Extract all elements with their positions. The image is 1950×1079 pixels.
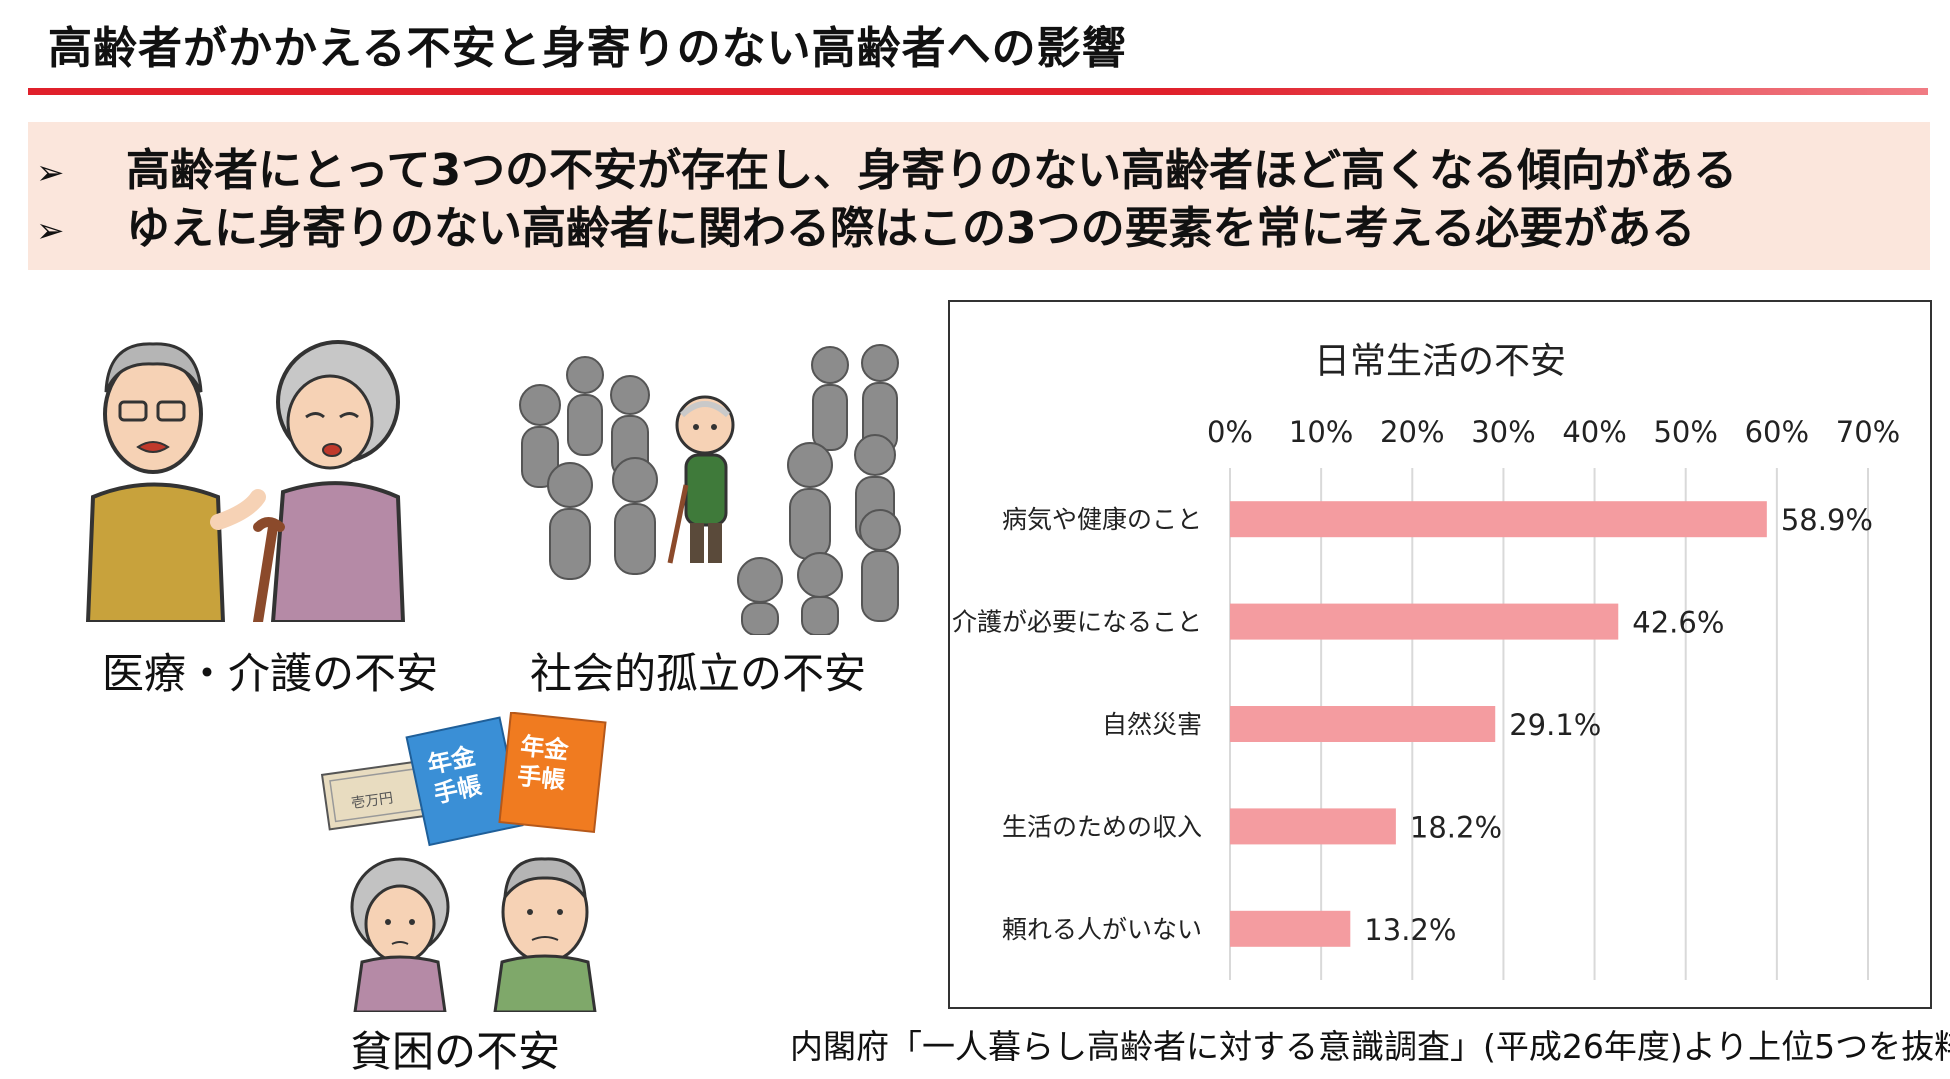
pension-book-2-line1: 年金 (519, 732, 571, 765)
category-label: 頼れる人がいない (1002, 915, 1202, 944)
summary-text-2: ゆえに身寄りのない高齢者に関わる際はこの3つの要素を常に考える必要がある (126, 203, 1696, 254)
title-underline (28, 88, 1928, 95)
summary-box (28, 122, 1930, 270)
elderly-couple-pension-icon: 壱万円 年金 手帳 年金 手帳 (320, 712, 607, 1012)
arrow-bullet-icon: ➢ (36, 153, 65, 193)
x-tick-label: 40% (1562, 415, 1626, 449)
caption-isolation: 社会的孤立の不安 (530, 649, 867, 698)
x-tick-label: 0% (1207, 415, 1253, 449)
caption-medical: 医療・介護の不安 (102, 649, 439, 698)
data-label: 13.2% (1364, 913, 1456, 947)
chart-title: 日常生活の不安 (1313, 341, 1566, 382)
bar (1230, 603, 1619, 640)
bar (1230, 706, 1496, 742)
bar (1230, 808, 1396, 845)
data-label: 42.6% (1632, 606, 1724, 640)
page-title: 高齢者がかかえる不安と身寄りのない高齢者への影響 (48, 23, 1127, 74)
isolated-elder-crowd-icon (519, 344, 901, 635)
bar (1230, 910, 1351, 947)
caption-poverty: 貧困の不安 (350, 1027, 561, 1076)
chart-panel: 日常生活の不安 0% 10% 20% 30% 40% 50% 60% 70% 病気や健康のこと 5… (948, 300, 1932, 1009)
category-label: 生活のための収入 (1002, 812, 1202, 841)
arrow-bullet-icon: ➢ (36, 211, 65, 251)
x-tick-label: 30% (1471, 415, 1535, 449)
x-tick-label: 10% (1289, 415, 1353, 449)
summary-text-1: 高齢者にとって3つの不安が存在し、身寄りのない高齢者ほど高くなる傾向がある (126, 145, 1738, 196)
source-note: 内閣府「一人暮らし高齢者に対する意識調査」(平成26年度)より上位5つを抜粋 (790, 1027, 1950, 1066)
banknote-text: 壱万円 (350, 789, 394, 812)
summary-bullet-1: ➢ 高齢者にとって3つの不安が存在し、身寄りのない高齢者ほど高くなる傾向がある (36, 134, 1737, 198)
category-label: 病気や健康のこと (1002, 505, 1202, 534)
summary-bullet-2: ➢ ゆえに身寄りのない高齢者に関わる際はこの3つの要素を常に考える必要がある (36, 192, 1695, 256)
elderly-couple-worried-icon (85, 340, 406, 622)
bar (1230, 501, 1767, 538)
data-label: 58.9% (1781, 503, 1873, 537)
pension-book-2-line2: 手帳 (516, 762, 567, 795)
data-label: 29.1% (1509, 708, 1601, 742)
x-tick-label: 60% (1745, 415, 1809, 449)
category-label: 自然災害 (1102, 710, 1202, 739)
bar-chart: 0% 10% 20% 30% 40% 50% 60% 70% 病気や健康のこと 58.9% 介護が必… (952, 415, 1900, 980)
x-tick-label: 20% (1380, 415, 1444, 449)
category-label: 介護が必要になること (952, 608, 1202, 637)
x-tick-label: 50% (1653, 415, 1717, 449)
x-tick-label: 70% (1836, 415, 1900, 449)
data-label: 18.2% (1410, 810, 1502, 844)
